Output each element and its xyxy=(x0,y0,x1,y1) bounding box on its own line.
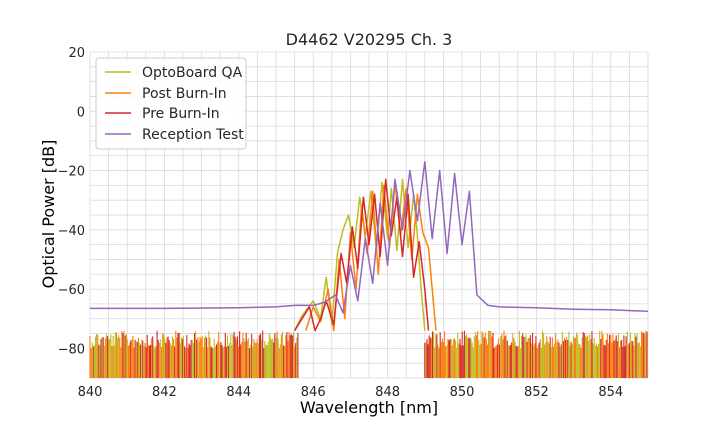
legend-label: Pre Burn-In xyxy=(142,106,220,122)
x-tick-label: 840 xyxy=(78,385,103,400)
y-tick-label: 0 xyxy=(77,105,85,120)
series-lines xyxy=(90,160,649,332)
y-tick-label: −20 xyxy=(58,165,85,180)
legend-entry: OptoBoard QA xyxy=(105,65,243,81)
legend-label: Post Burn-In xyxy=(142,86,227,102)
x-tick-label: 850 xyxy=(450,385,475,400)
x-tick-label: 848 xyxy=(375,385,400,400)
x-tick-label: 854 xyxy=(598,385,623,400)
chart-title: D4462 V20295 Ch. 3 xyxy=(286,30,453,49)
y-tick-label: −60 xyxy=(58,283,85,298)
x-tick-label: 844 xyxy=(226,385,251,400)
legend: OptoBoard QA Post Burn-In Pre Burn-In Re… xyxy=(95,57,247,150)
legend-entry: Post Burn-In xyxy=(105,86,227,102)
y-tick-label: 20 xyxy=(68,46,85,61)
tick-labels: 840 842 844 846 848 850 852 854 −80 −60 −40 −20 0 20 xyxy=(58,46,624,400)
legend-entry: Reception Test xyxy=(105,127,244,143)
x-tick-label: 842 xyxy=(152,385,177,400)
series-line xyxy=(293,178,426,331)
legend-label: Reception Test xyxy=(142,127,244,143)
y-axis-label: Optical Power [dB] xyxy=(39,140,58,289)
y-tick-label: −80 xyxy=(58,342,85,357)
noise-floor xyxy=(89,330,648,378)
legend-label: OptoBoard QA xyxy=(142,65,243,81)
x-tick-label: 852 xyxy=(524,385,549,400)
series-line xyxy=(293,178,430,332)
x-tick-label: 846 xyxy=(301,385,326,400)
y-tick-label: −40 xyxy=(58,224,85,239)
legend-box xyxy=(95,57,247,150)
legend-entry: Pre Burn-In xyxy=(105,106,220,122)
x-axis-label: Wavelength [nm] xyxy=(300,398,438,417)
series-line xyxy=(90,160,649,314)
